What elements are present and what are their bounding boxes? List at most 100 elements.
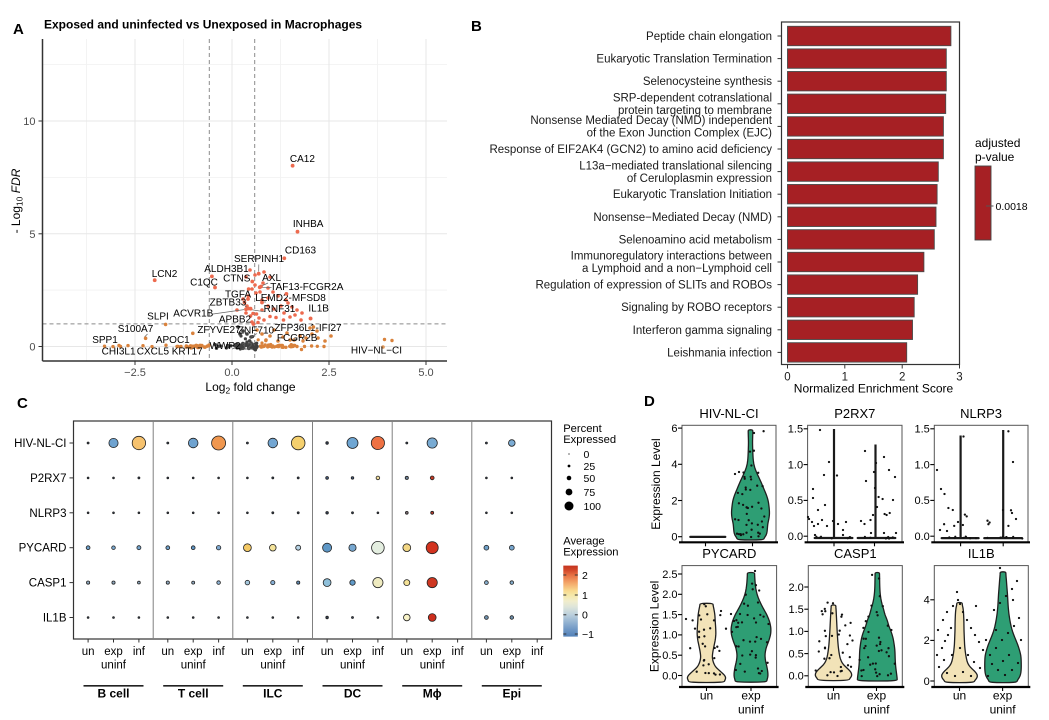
svg-text:of Ceruloplasmin expression: of Ceruloplasmin expression — [627, 173, 772, 185]
svg-text:SERPINH1: SERPINH1 — [234, 254, 284, 265]
svg-text:4: 4 — [671, 459, 677, 471]
svg-text:PYCARD: PYCARD — [19, 543, 67, 555]
svg-text:0.0: 0.0 — [789, 671, 804, 683]
svg-text:Expression: Expression — [563, 546, 618, 558]
svg-text:2.5: 2.5 — [321, 367, 336, 379]
svg-text:Eukaryotic Translation Termina: Eukaryotic Translation Termination — [596, 54, 772, 66]
svg-text:0.5: 0.5 — [788, 495, 803, 507]
svg-text:50: 50 — [584, 473, 596, 485]
svg-text:ALDH3B1: ALDH3B1 — [204, 264, 249, 275]
svg-text:SPP1: SPP1 — [92, 335, 118, 346]
svg-text:1.5: 1.5 — [915, 424, 930, 436]
svg-text:DC: DC — [344, 687, 362, 701]
svg-text:1.0: 1.0 — [915, 459, 930, 471]
svg-text:0: 0 — [924, 676, 930, 688]
svg-text:2.5: 2.5 — [662, 569, 677, 581]
svg-text:Expression Level: Expression Level — [649, 438, 663, 529]
svg-text:100: 100 — [584, 501, 602, 513]
svg-text:C: C — [17, 395, 28, 412]
svg-text:Regulation of expression of SL: Regulation of expression of SLITs and RO… — [535, 280, 772, 292]
svg-text:2: 2 — [582, 570, 588, 582]
svg-text:Expression Level: Expression Level — [648, 581, 662, 672]
svg-text:IL1B: IL1B — [43, 613, 67, 625]
svg-text:- Log10 FDR: - Log10 FDR — [9, 168, 25, 233]
svg-text:un: un — [400, 646, 413, 658]
svg-text:0.0: 0.0 — [662, 670, 677, 682]
svg-text:0.0: 0.0 — [224, 367, 239, 379]
svg-text:exp: exp — [993, 689, 1013, 703]
svg-text:Expressed: Expressed — [563, 434, 616, 446]
svg-text:uninf: uninf — [863, 703, 890, 717]
svg-text:4: 4 — [924, 595, 930, 607]
svg-text:12: 12 — [241, 342, 253, 353]
svg-text:p-value: p-value — [975, 150, 1015, 164]
svg-text:B: B — [471, 18, 482, 35]
svg-text:AXL: AXL — [262, 273, 281, 284]
svg-text:1.0: 1.0 — [662, 630, 677, 642]
svg-text:un: un — [82, 646, 95, 658]
svg-text:un: un — [241, 646, 254, 658]
svg-text:SRP-dependent cotranslational: SRP-dependent cotranslational — [613, 93, 772, 105]
svg-text:ZNF710: ZNF710 — [238, 326, 275, 337]
svg-text:ZBTB33: ZBTB33 — [210, 298, 247, 309]
svg-text:INHBA: INHBA — [293, 219, 324, 230]
svg-text:Selenoamino acid metabolism: Selenoamino acid metabolism — [619, 234, 772, 246]
svg-text:2.0: 2.0 — [789, 582, 804, 594]
svg-text:SLPI: SLPI — [147, 311, 169, 322]
svg-text:1.5: 1.5 — [662, 609, 677, 621]
svg-text:2: 2 — [924, 635, 930, 647]
svg-text:KRT17: KRT17 — [172, 347, 203, 358]
svg-text:of the Exon Junction Complex (: of the Exon Junction Complex (EJC) — [587, 128, 773, 140]
svg-text:Exposed and uninfected vs Unex: Exposed and uninfected vs Unexposed in M… — [44, 18, 362, 32]
svg-text:exp: exp — [503, 646, 522, 658]
svg-text:1.0: 1.0 — [789, 626, 804, 638]
svg-text:un: un — [827, 689, 840, 703]
svg-text:Mϕ: Mϕ — [423, 687, 442, 701]
svg-text:0: 0 — [29, 342, 35, 354]
svg-text:Peptide chain elongation: Peptide chain elongation — [646, 31, 772, 43]
svg-text:P2RX7: P2RX7 — [30, 473, 66, 485]
svg-text:2.0: 2.0 — [662, 589, 677, 601]
svg-text:ZFYVE27: ZFYVE27 — [197, 325, 241, 336]
svg-text:0: 0 — [584, 449, 590, 461]
svg-text:un: un — [953, 689, 966, 703]
svg-text:LCN2: LCN2 — [152, 269, 178, 280]
svg-text:exp: exp — [184, 646, 203, 658]
svg-text:1.5: 1.5 — [788, 424, 803, 436]
svg-text:un: un — [321, 646, 334, 658]
svg-text:2: 2 — [899, 372, 905, 384]
svg-text:uninf: uninf — [181, 660, 207, 672]
svg-text:Signaling by ROBO receptors: Signaling by ROBO receptors — [621, 302, 772, 314]
svg-text:P2RX7: P2RX7 — [834, 406, 875, 421]
svg-text:inf: inf — [531, 646, 544, 658]
svg-text:A: A — [13, 21, 24, 38]
svg-text:uninf: uninf — [420, 660, 446, 672]
svg-text:6: 6 — [671, 423, 677, 435]
svg-text:exp: exp — [104, 646, 123, 658]
svg-text:inf: inf — [292, 646, 305, 658]
svg-text:uninf: uninf — [990, 703, 1017, 717]
svg-text:Normalized Enrichment Score: Normalized Enrichment Score — [794, 382, 954, 396]
svg-text:RNF31: RNF31 — [264, 304, 296, 315]
svg-text:a Lymphoid and a non−Lymphoid: a Lymphoid and a non−Lymphoid cell — [582, 263, 772, 275]
svg-text:CASP1: CASP1 — [29, 578, 67, 590]
svg-text:HIV−NL−CI: HIV−NL−CI — [351, 346, 402, 357]
svg-text:IL1B: IL1B — [308, 303, 329, 314]
svg-text:Selenocysteine synthesis: Selenocysteine synthesis — [643, 76, 772, 88]
svg-text:0.0: 0.0 — [788, 531, 803, 543]
svg-text:CTNS: CTNS — [223, 274, 251, 285]
svg-text:Nonsense−Mediated Decay (NMD): Nonsense−Mediated Decay (NMD) — [593, 212, 772, 224]
svg-text:1: 1 — [842, 372, 848, 384]
svg-text:exp: exp — [264, 646, 283, 658]
svg-text:uninf: uninf — [499, 660, 525, 672]
svg-text:10: 10 — [23, 116, 35, 128]
svg-text:IL1B: IL1B — [968, 546, 995, 561]
svg-text:inf: inf — [452, 646, 465, 658]
svg-text:Response of EIF2AK4 (GCN2) to: Response of EIF2AK4 (GCN2) to amino acid… — [489, 144, 772, 156]
svg-text:CXCL5: CXCL5 — [137, 347, 170, 358]
svg-text:0.5: 0.5 — [662, 650, 677, 662]
svg-text:D: D — [644, 393, 655, 410]
svg-text:un: un — [480, 646, 493, 658]
svg-text:CD163: CD163 — [285, 246, 317, 257]
svg-text:0: 0 — [582, 610, 588, 622]
